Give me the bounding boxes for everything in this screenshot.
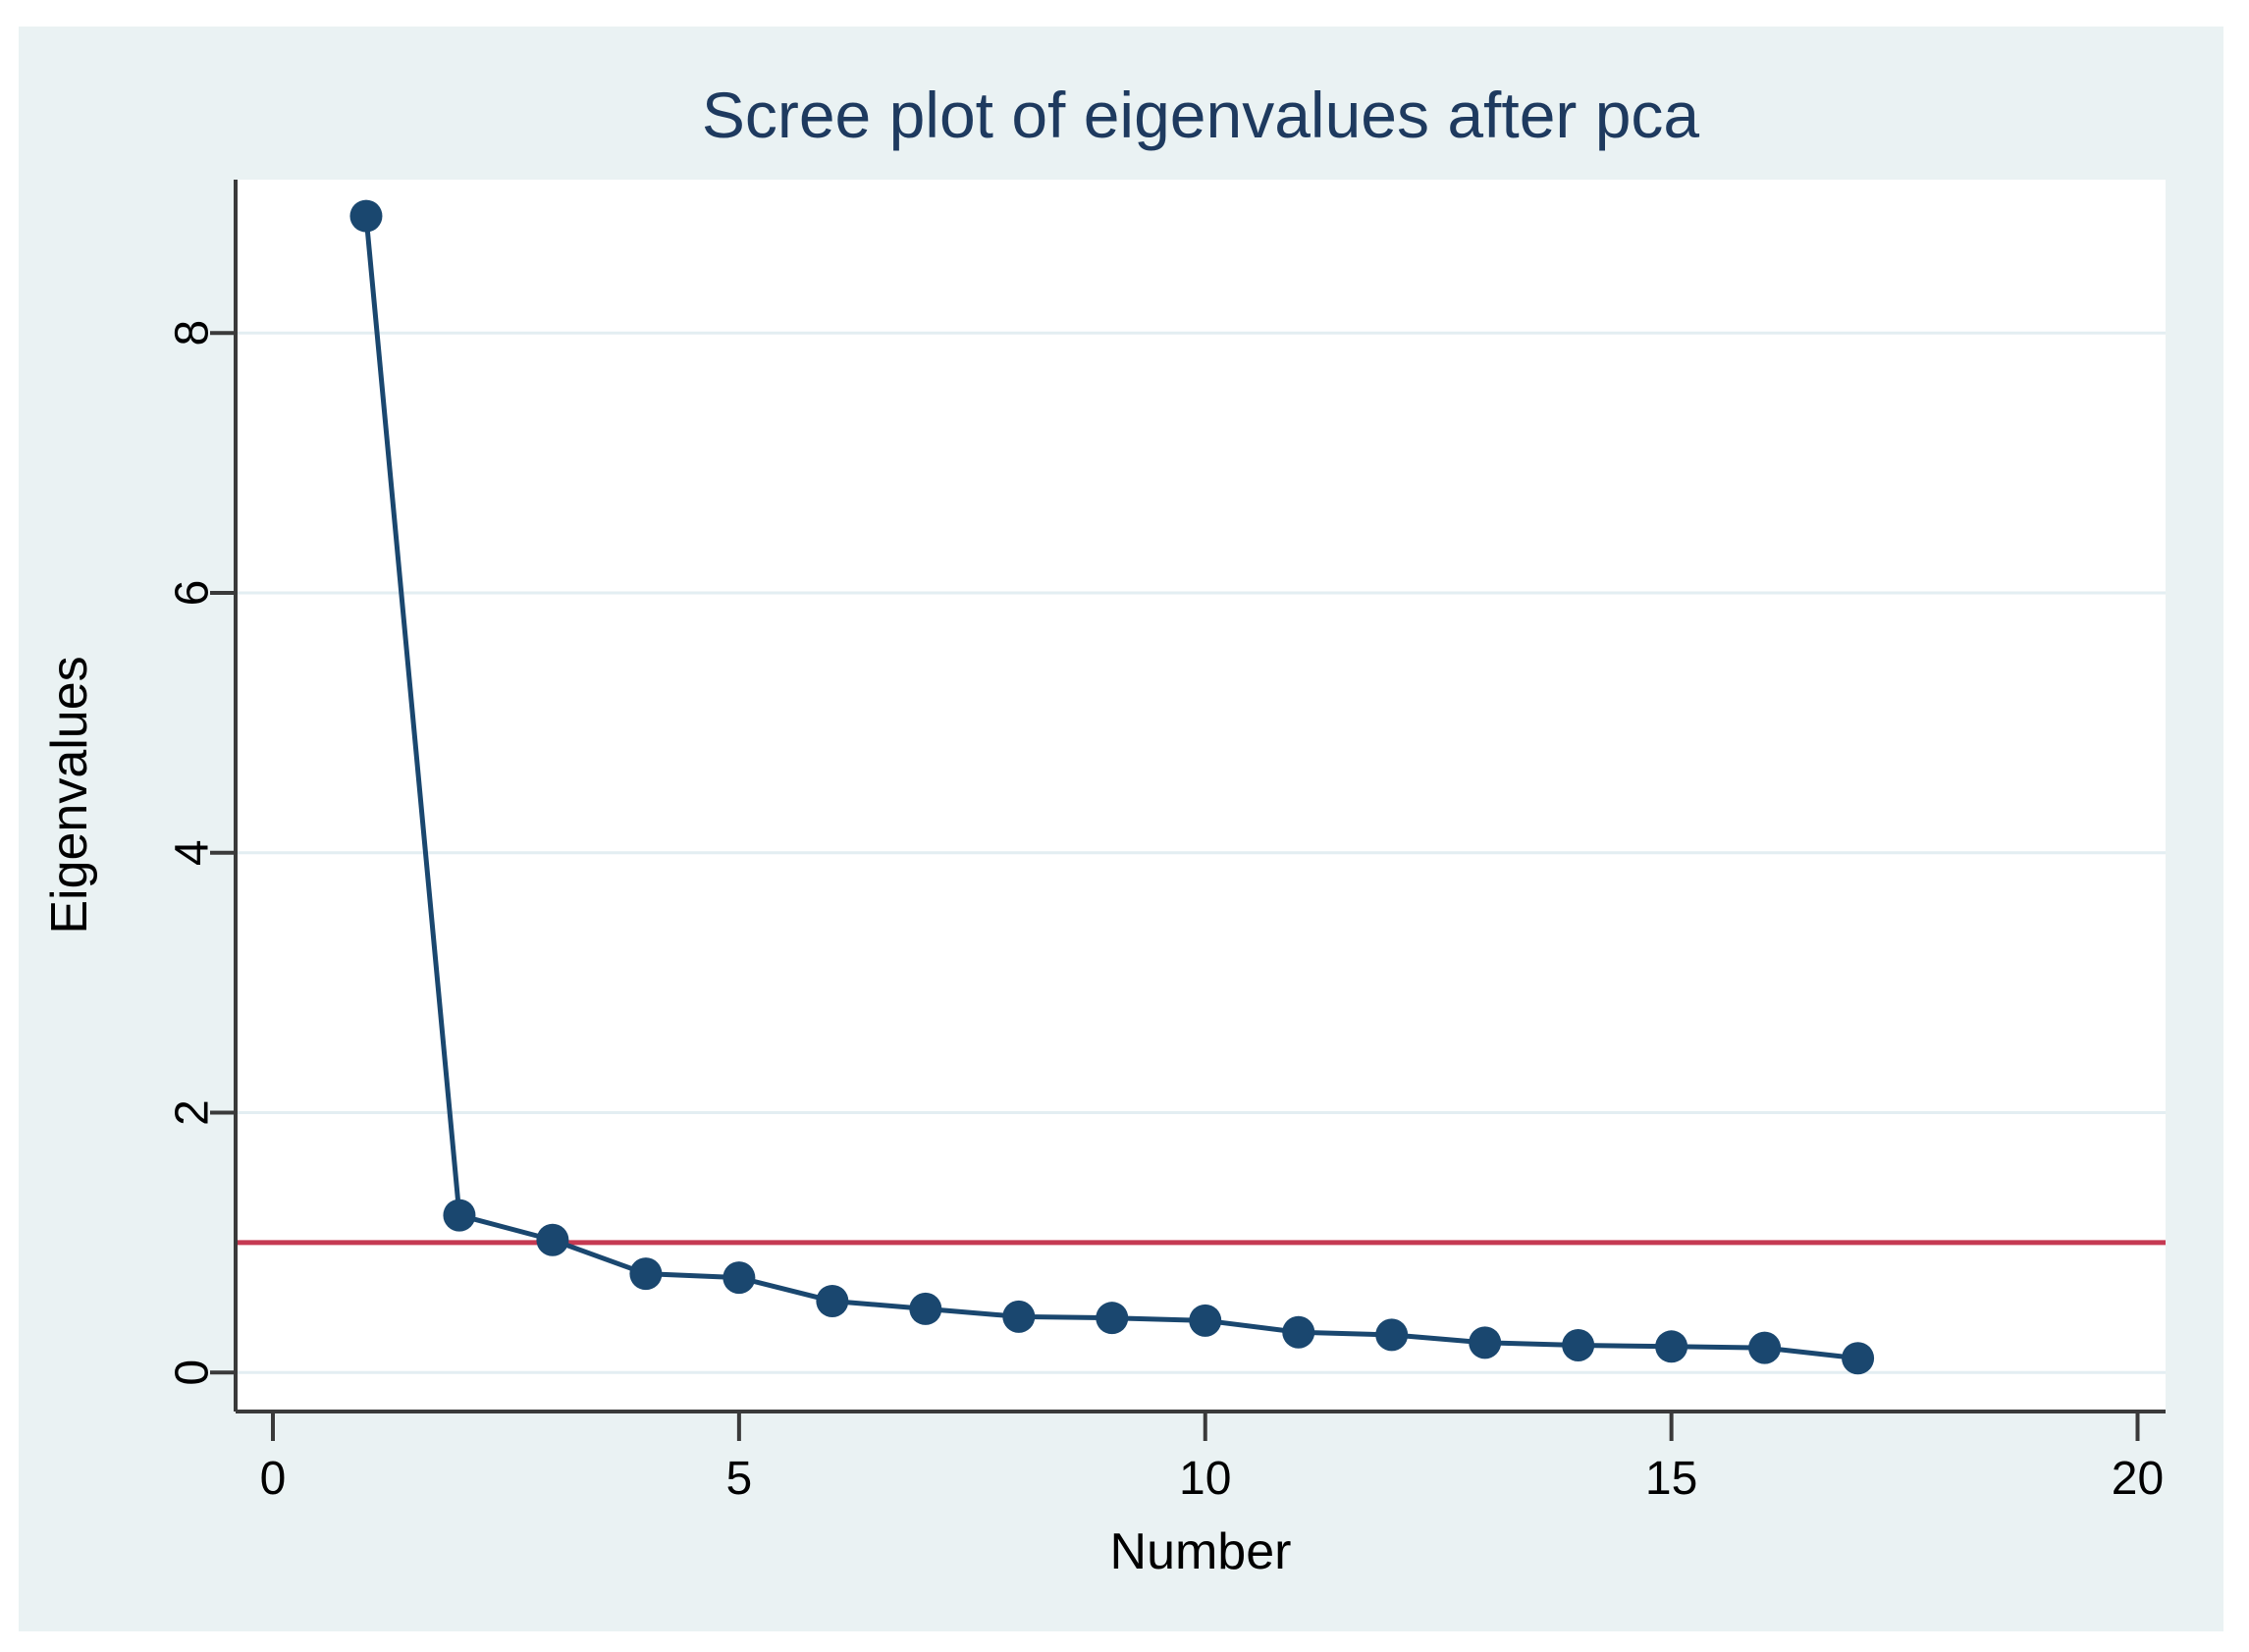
- eigenvalue-marker: [723, 1261, 756, 1295]
- eigenvalue-marker: [1469, 1326, 1502, 1359]
- eigenvalue-marker: [1748, 1331, 1782, 1364]
- x-tick-label: 5: [726, 1453, 753, 1505]
- y-tick-label: 2: [167, 1099, 219, 1126]
- x-tick-label: 10: [1179, 1453, 1231, 1505]
- eigenvalue-marker: [909, 1292, 942, 1325]
- eigenvalue-marker: [1282, 1315, 1315, 1349]
- eigenvalue-marker: [536, 1223, 569, 1256]
- eigenvalue-marker: [1562, 1328, 1595, 1361]
- eigenvalue-marker: [443, 1199, 476, 1232]
- eigenvalue-marker: [1375, 1318, 1409, 1352]
- eigenvalue-marker: [816, 1284, 849, 1317]
- y-tick-label: 6: [167, 580, 219, 607]
- y-tick-label: 4: [167, 839, 219, 866]
- eigenvalue-marker: [629, 1257, 663, 1291]
- x-tick-label: 15: [1645, 1453, 1697, 1505]
- series-layer: [349, 199, 1875, 1375]
- x-axis-title: Number: [1110, 1523, 1292, 1580]
- x-tick-label: 20: [2112, 1453, 2164, 1505]
- gridlines-layer: [236, 331, 2166, 1374]
- axes-layer: [234, 180, 2166, 1413]
- tick-labels-layer: 0 2 4 6 8 0 5 10 15 20: [167, 320, 2165, 1505]
- eigenvalue-marker: [349, 199, 383, 233]
- eigenvalue-marker: [1002, 1300, 1036, 1333]
- eigenvalue-marker: [1655, 1330, 1688, 1363]
- eigenvalue-marker: [1096, 1302, 1129, 1335]
- ticks-layer: [210, 331, 2140, 1441]
- y-tick-label: 8: [167, 320, 219, 346]
- eigenvalue-marker: [1842, 1342, 1875, 1375]
- y-tick-label: 0: [167, 1359, 219, 1386]
- eigenvalue-marker: [1189, 1304, 1222, 1337]
- chart-title: Scree plot of eigenvalues after pca: [702, 79, 1700, 151]
- plot-area-background: [236, 180, 2166, 1412]
- x-tick-label: 0: [260, 1453, 287, 1505]
- y-axis-title: Eigenvalues: [41, 656, 98, 933]
